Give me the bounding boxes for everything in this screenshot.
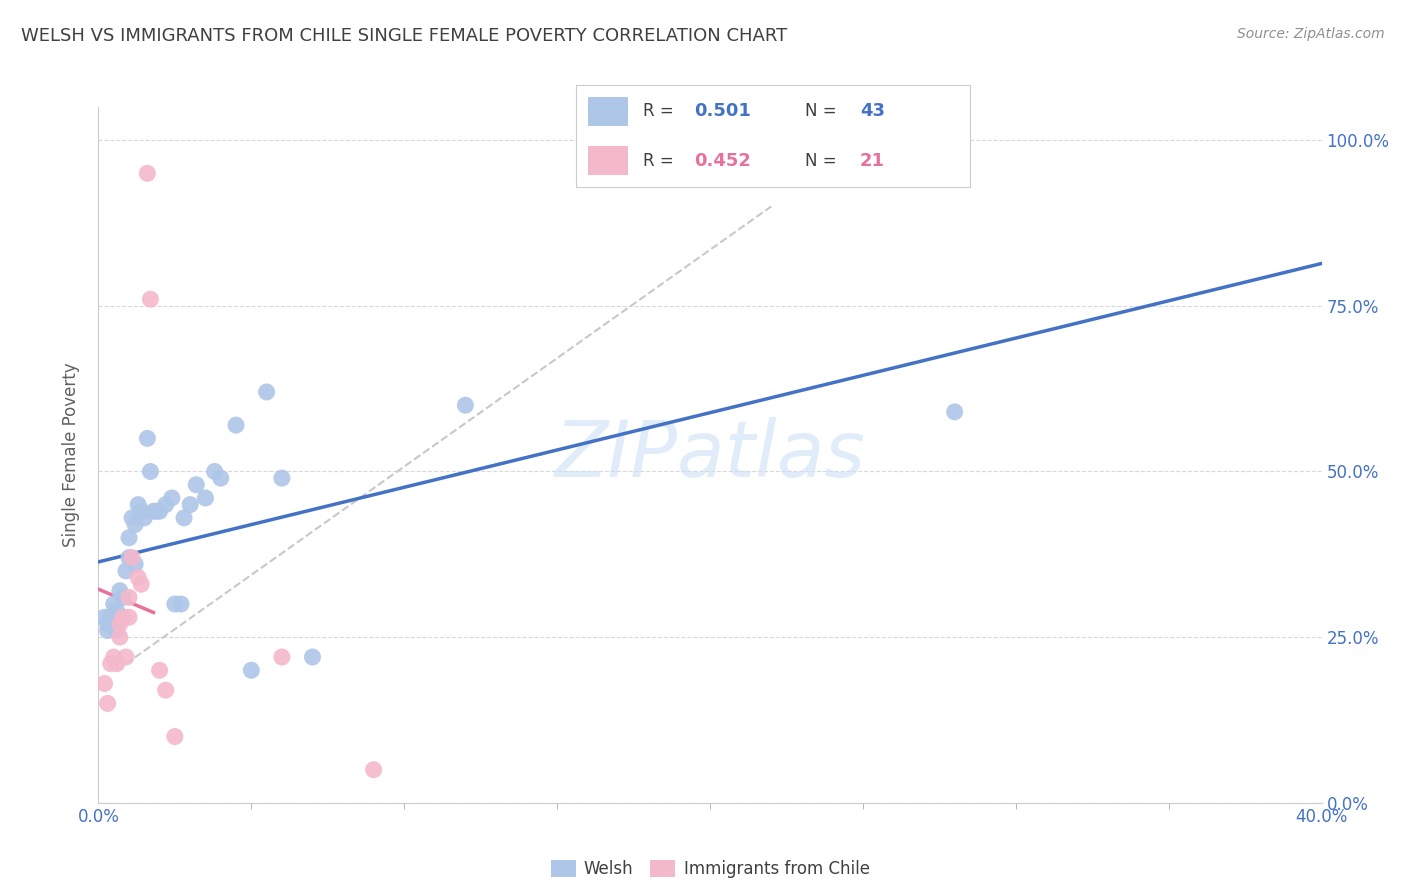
Point bbox=[127, 498, 149, 512]
Point bbox=[943, 405, 966, 419]
Point bbox=[149, 504, 172, 518]
Point bbox=[93, 676, 115, 690]
Point bbox=[97, 624, 120, 638]
Point bbox=[225, 418, 247, 433]
Point bbox=[105, 657, 128, 671]
Point bbox=[108, 630, 131, 644]
Point bbox=[163, 730, 186, 744]
Legend: Welsh, Immigrants from Chile: Welsh, Immigrants from Chile bbox=[544, 854, 876, 885]
Point bbox=[149, 663, 172, 677]
Point bbox=[103, 597, 125, 611]
Point bbox=[136, 166, 159, 180]
Point bbox=[173, 511, 195, 525]
Text: N =: N = bbox=[804, 152, 842, 169]
Point bbox=[121, 550, 143, 565]
Point bbox=[105, 624, 128, 638]
Text: 0.501: 0.501 bbox=[695, 103, 751, 120]
FancyBboxPatch shape bbox=[588, 97, 627, 126]
Point bbox=[124, 558, 146, 572]
Text: R =: R = bbox=[644, 103, 679, 120]
Point bbox=[115, 564, 138, 578]
Point bbox=[209, 471, 232, 485]
Point bbox=[111, 591, 134, 605]
Point bbox=[108, 610, 131, 624]
Point bbox=[139, 292, 162, 306]
Point bbox=[100, 657, 122, 671]
Point bbox=[270, 471, 292, 485]
Point bbox=[108, 583, 131, 598]
Point bbox=[111, 610, 134, 624]
Text: 43: 43 bbox=[860, 103, 884, 120]
Point bbox=[134, 511, 156, 525]
Y-axis label: Single Female Poverty: Single Female Poverty bbox=[62, 363, 80, 547]
Text: N =: N = bbox=[804, 103, 842, 120]
Point bbox=[145, 504, 167, 518]
Point bbox=[240, 663, 263, 677]
Point bbox=[105, 604, 128, 618]
Point bbox=[103, 650, 125, 665]
Point bbox=[142, 504, 165, 518]
Point bbox=[179, 498, 201, 512]
Point bbox=[363, 763, 385, 777]
Point bbox=[108, 616, 131, 631]
Text: 21: 21 bbox=[860, 152, 884, 169]
Point bbox=[170, 597, 193, 611]
Text: Source: ZipAtlas.com: Source: ZipAtlas.com bbox=[1237, 27, 1385, 41]
Point bbox=[129, 504, 152, 518]
Point bbox=[118, 550, 141, 565]
Point bbox=[97, 616, 120, 631]
Point bbox=[163, 597, 186, 611]
Text: WELSH VS IMMIGRANTS FROM CHILE SINGLE FEMALE POVERTY CORRELATION CHART: WELSH VS IMMIGRANTS FROM CHILE SINGLE FE… bbox=[21, 27, 787, 45]
Point bbox=[139, 465, 162, 479]
Point bbox=[186, 477, 208, 491]
Point bbox=[93, 610, 115, 624]
Point bbox=[256, 384, 278, 399]
Point bbox=[103, 616, 125, 631]
Point bbox=[124, 517, 146, 532]
Point bbox=[127, 570, 149, 584]
Point bbox=[270, 650, 292, 665]
Point bbox=[454, 398, 477, 412]
Text: R =: R = bbox=[644, 152, 679, 169]
Text: 0.452: 0.452 bbox=[695, 152, 751, 169]
Point bbox=[136, 431, 159, 445]
Point bbox=[118, 531, 141, 545]
Point bbox=[97, 697, 120, 711]
Point bbox=[100, 610, 122, 624]
Point bbox=[121, 511, 143, 525]
Point bbox=[118, 610, 141, 624]
Point bbox=[160, 491, 183, 505]
Point bbox=[115, 650, 138, 665]
Point bbox=[204, 465, 226, 479]
FancyBboxPatch shape bbox=[588, 146, 627, 175]
Point bbox=[129, 577, 152, 591]
Point bbox=[118, 591, 141, 605]
Point bbox=[155, 498, 177, 512]
Point bbox=[301, 650, 323, 665]
Point bbox=[111, 610, 134, 624]
Point bbox=[155, 683, 177, 698]
Text: ZIPatlas: ZIPatlas bbox=[554, 417, 866, 493]
Point bbox=[194, 491, 217, 505]
